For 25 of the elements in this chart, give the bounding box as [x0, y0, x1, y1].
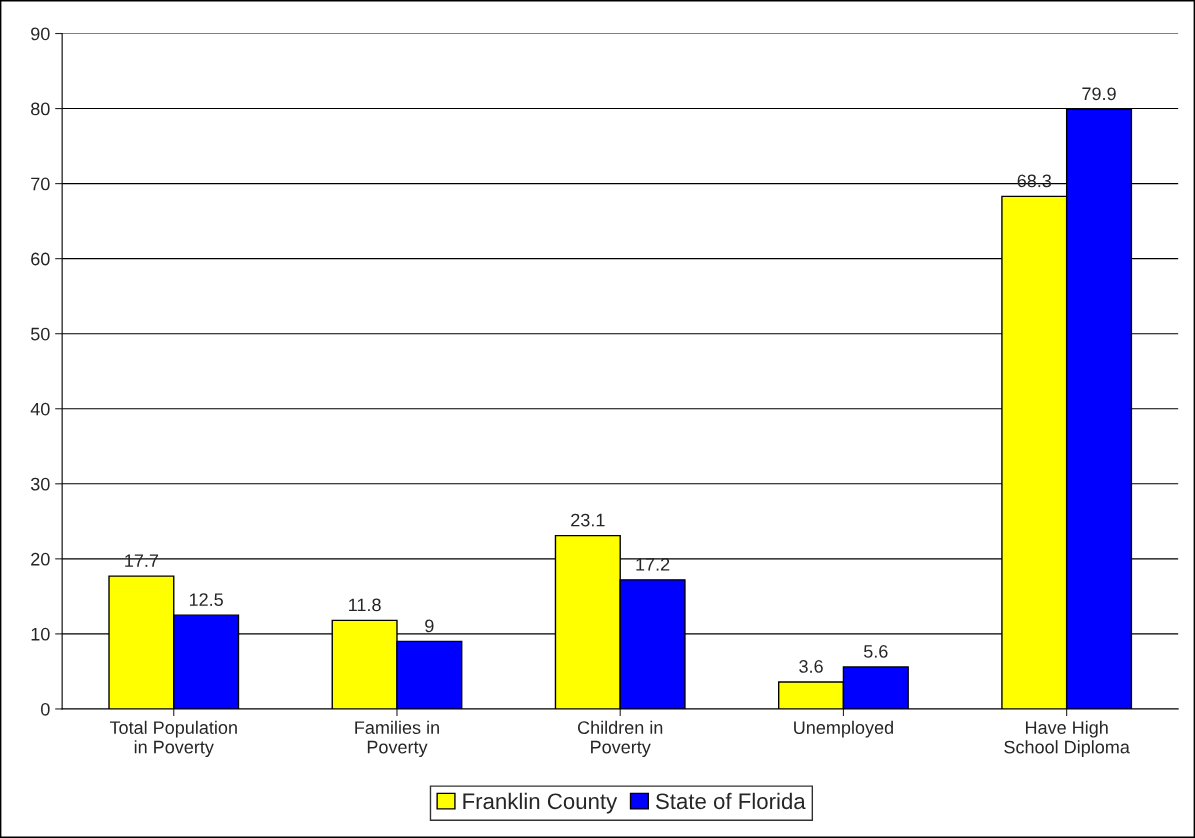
y-tick-label: 90 [31, 27, 50, 41]
y-tick-label: 20 [31, 552, 50, 566]
data-label: 11.8 [349, 598, 381, 612]
x-tick-label: Unemployed [794, 720, 893, 738]
y-tick-label: 0 [41, 702, 50, 716]
y-tick-label: 10 [31, 627, 50, 641]
x-tick-label: Have High School Diploma [1004, 720, 1130, 758]
x-tick-label: Families in Poverty [355, 720, 439, 758]
y-tick-label: 30 [30, 477, 50, 491]
y-tick-label: 70 [31, 177, 50, 191]
data-label: 17.2 [636, 557, 670, 571]
y-tick-label: 60 [31, 252, 50, 266]
y-tick-label: 40 [30, 402, 50, 416]
data-label: 23.1 [571, 513, 605, 527]
data-label: 79.9 [1082, 87, 1116, 101]
data-label: 9 [425, 619, 434, 633]
data-label: 5.6 [863, 645, 888, 658]
data-label: 3.6 [799, 660, 823, 673]
y-tick-label: 80 [31, 102, 50, 116]
y-tick-label: 50 [30, 327, 50, 341]
legend-label: Franklin County [463, 792, 618, 814]
legend-label: State of Florida [655, 792, 806, 810]
x-tick-label: Children in Poverty [577, 720, 663, 758]
data-label: 12.5 [189, 593, 223, 607]
x-tick-label: Total Population in Poverty [109, 720, 237, 758]
